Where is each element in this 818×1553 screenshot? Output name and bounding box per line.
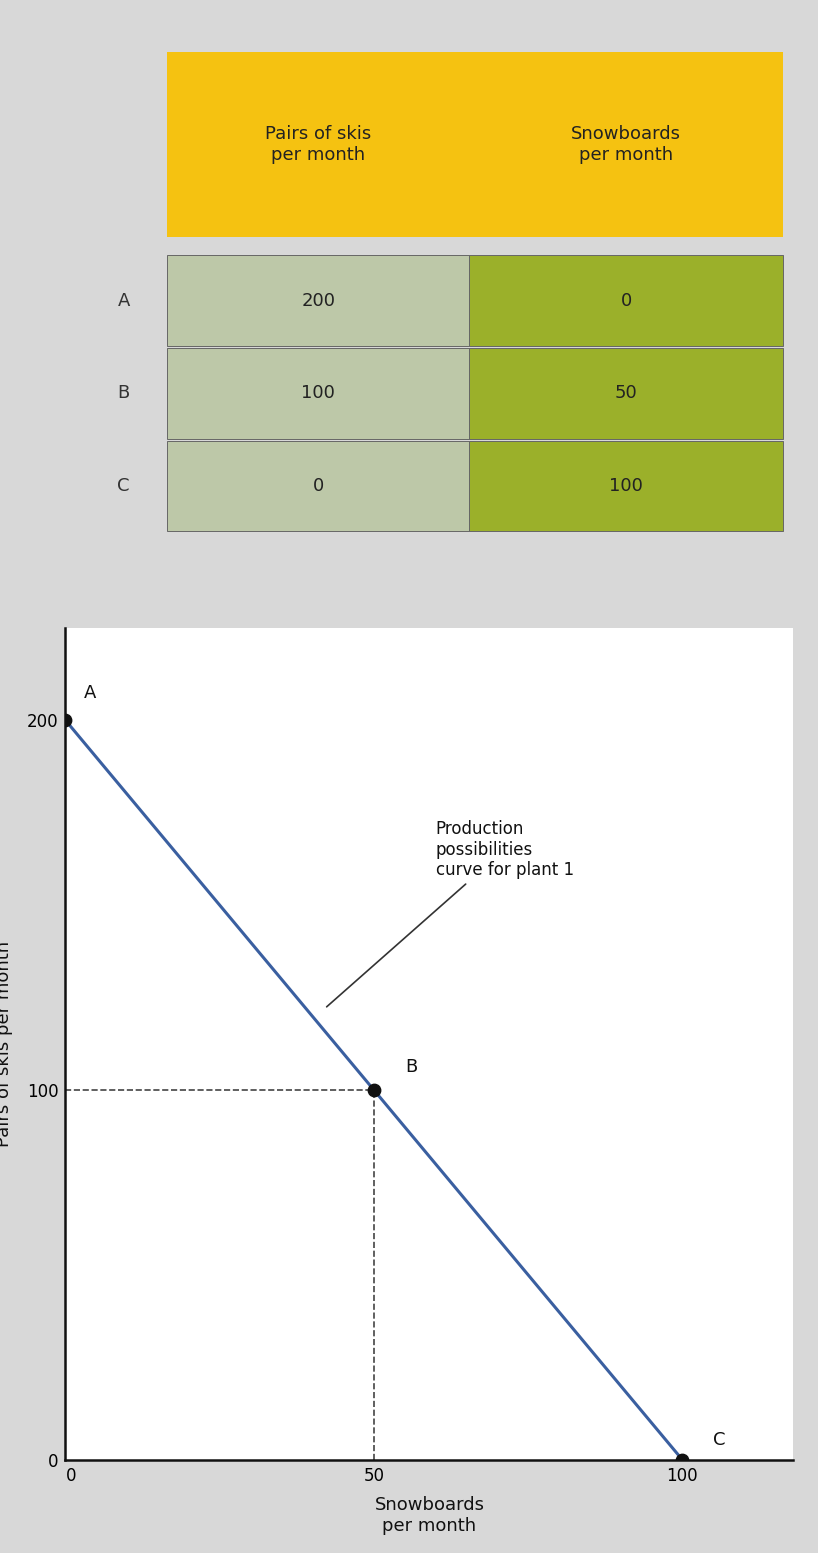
Bar [470, 441, 783, 531]
Text: B: B [118, 385, 130, 402]
Text: 50: 50 [614, 385, 637, 402]
Text: 0: 0 [312, 477, 324, 495]
Text: Pairs of skis
per month: Pairs of skis per month [265, 126, 371, 165]
Bar [168, 51, 783, 238]
Bar [470, 348, 783, 438]
Text: B: B [405, 1058, 417, 1076]
Point [367, 1078, 380, 1103]
Text: C: C [713, 1430, 726, 1449]
X-axis label: Snowboards
per month: Snowboards per month [375, 1496, 484, 1534]
Text: Snowboards
per month: Snowboards per month [571, 126, 681, 165]
Bar [168, 255, 470, 346]
Text: C: C [118, 477, 130, 495]
Text: A: A [118, 292, 130, 309]
Bar [168, 441, 470, 531]
Text: A: A [84, 683, 97, 702]
Point [59, 708, 72, 733]
Bar [470, 255, 783, 346]
Y-axis label: Pairs of skis per month: Pairs of skis per month [0, 941, 13, 1146]
Text: 0: 0 [620, 292, 631, 309]
Text: 100: 100 [609, 477, 643, 495]
Point [676, 1447, 689, 1472]
Text: Production
possibilities
curve for plant 1: Production possibilities curve for plant… [326, 820, 573, 1006]
Text: 100: 100 [302, 385, 335, 402]
Text: 200: 200 [301, 292, 335, 309]
Bar [168, 348, 470, 438]
